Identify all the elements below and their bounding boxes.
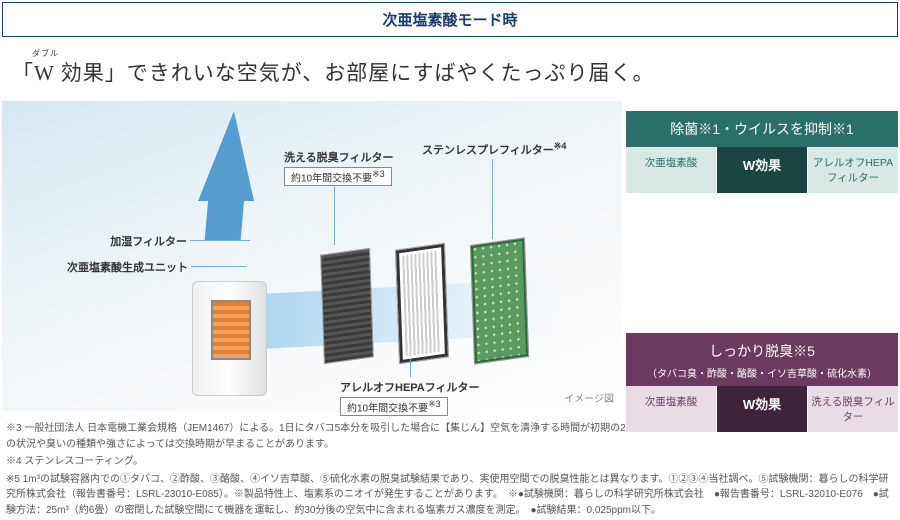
headline-ruby: ダブル xyxy=(32,51,888,57)
panel2-cell-2: 洗える脱臭フィルター xyxy=(808,386,898,432)
footnote-5: ※5 1m³の試験容器内での①タバコ、②酢酸、③酪酸、④イソ吉草酸、⑤硫化水素の… xyxy=(6,472,894,519)
panel1-cell-2: アレルオフHEPAフィルター xyxy=(808,147,898,193)
label-hepa-filter: アレルオフHEPAフィルター 約10年間交換不要※3 xyxy=(340,379,480,416)
label-wash-filter: 洗える脱臭フィルター 約10年間交換不要※3 xyxy=(284,149,393,186)
pre-filter-icon xyxy=(470,237,529,364)
diagram: 洗える脱臭フィルター 約10年間交換不要※3 ステンレスプレフィルター※4 加湿… xyxy=(2,101,622,411)
headline-text: 「W 効果」できれいな空気が、お部屋にすばやくたっぷり届く。 xyxy=(12,61,654,85)
panel1-head: 除菌※1・ウイルスを抑制※1 xyxy=(626,111,898,147)
panel-sterilize: 除菌※1・ウイルスを抑制※1 次亜塩素酸 W効果 アレルオフHEPAフィルター xyxy=(626,111,898,203)
label-humid-filter: 加湿フィルター xyxy=(92,233,187,249)
panel2-head: しっかり脱臭※5 xyxy=(626,333,898,369)
panel2-cell-1: W効果 xyxy=(717,386,808,432)
headline: ダブル 「W 効果」できれいな空気が、お部屋にすばやくたっぷり届く。 xyxy=(12,51,888,87)
hepa-filter-icon xyxy=(395,243,449,364)
panel2-cell-0: 次亜塩素酸 xyxy=(626,386,717,432)
airflow-arrow-icon xyxy=(198,111,262,201)
device-heater-icon xyxy=(211,300,251,360)
mode-banner: 次亜塩素酸モード時 xyxy=(2,2,898,37)
panel1-cell-0: 次亜塩素酸 xyxy=(626,147,717,193)
label-gen-unit: 次亜塩素酸生成ユニット xyxy=(58,259,188,275)
panel1-cell-1: W効果 xyxy=(717,147,808,193)
panel2-sub: （タバコ臭・酢酸・酪酸・イソ吉草酸・硫化水素） xyxy=(626,365,898,386)
main-area: 洗える脱臭フィルター 約10年間交換不要※3 ステンレスプレフィルター※4 加湿… xyxy=(2,101,898,411)
wash-filter-icon xyxy=(320,248,374,364)
panel-deodorize: しっかり脱臭※5 （タバコ臭・酢酸・酪酸・イソ吉草酸・硫化水素） 次亜塩素酸 W… xyxy=(626,333,898,442)
image-caption: イメージ図 xyxy=(564,390,614,405)
label-pre-filter: ステンレスプレフィルター※4 xyxy=(422,141,566,158)
device-body-icon xyxy=(192,281,267,396)
footnote-4: ※4 ステンレスコーティング。 xyxy=(6,454,894,470)
